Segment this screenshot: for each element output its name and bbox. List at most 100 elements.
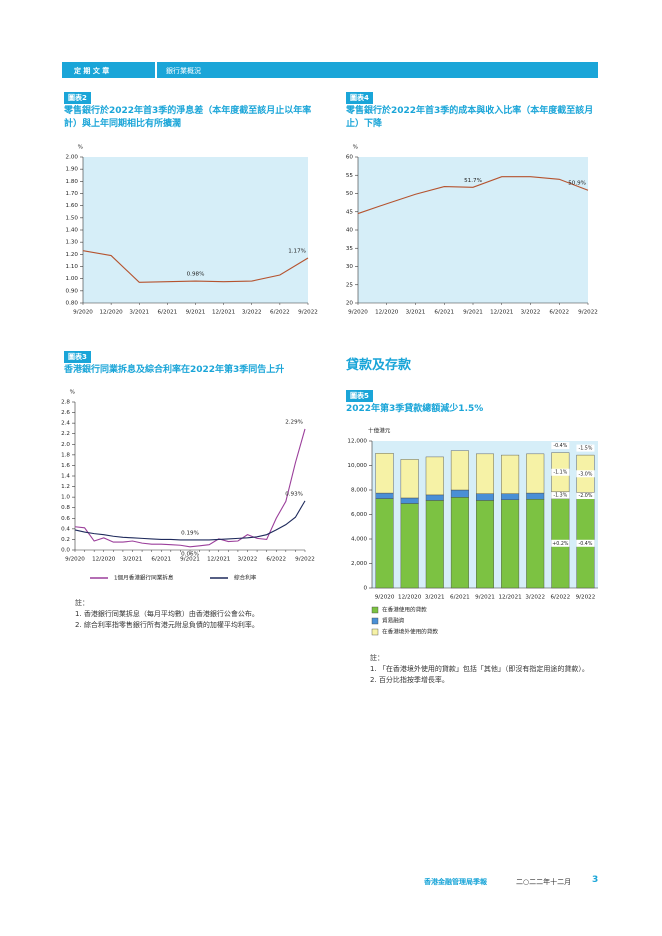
y-tick-label: 1.50 <box>66 215 79 221</box>
y-tick-label: 1.6 <box>61 463 70 469</box>
y-tick-label: 1.30 <box>66 240 79 246</box>
x-tick-label: 6/2022 <box>270 310 290 316</box>
total-change-label: -0.4% <box>553 443 567 449</box>
data-label: 2.29% <box>285 419 303 425</box>
chart-title: 零售銀行於2022年首3季的淨息差（本年度截至該月止以年率計）與上年同期相比有所… <box>64 106 312 129</box>
legend-swatch <box>371 617 379 625</box>
y-tick-label: 2.8 <box>61 400 70 406</box>
y-tick-label: 20 <box>346 301 354 307</box>
header-topic: 銀行業概況 <box>166 67 201 75</box>
x-tick-label: 9/2022 <box>298 310 318 316</box>
y-tick-label: 0.6 <box>61 516 70 522</box>
bar-segment <box>476 493 494 501</box>
y-tick-label: 1.80 <box>66 179 79 185</box>
y-tick-label: 10,000 <box>347 463 367 469</box>
y-tick-label: 25 <box>346 282 354 288</box>
bar-segment <box>501 454 520 494</box>
data-line <box>82 250 309 283</box>
bar-segment <box>425 456 444 496</box>
bar-segment <box>400 497 419 504</box>
x-tick-label: 3/2021 <box>425 595 445 601</box>
x-tick-label: 12/2020 <box>375 310 399 316</box>
bar-segment <box>375 453 394 494</box>
y-tick-label: 2.6 <box>61 410 70 416</box>
bar-segment <box>450 489 469 498</box>
x-tick-label: 9/2020 <box>375 595 395 601</box>
x-tick-label: 6/2021 <box>434 310 454 316</box>
bar-segment <box>375 492 394 499</box>
x-tick-label: 12/2021 <box>212 310 236 316</box>
y-tick-label: 0 <box>363 586 367 592</box>
label-box <box>576 444 595 452</box>
y-tick-label: 12,000 <box>347 439 367 445</box>
y-tick-label: 55 <box>346 173 354 179</box>
y-tick-label: 0.80 <box>66 301 79 307</box>
label-box <box>576 539 595 547</box>
legend-swatch <box>371 628 379 636</box>
page-number: 3 <box>592 875 599 885</box>
x-tick-label: 3/2022 <box>242 310 262 316</box>
notes: 註： 1. 「在香港境外使用的貸款」包括「其他」（即沒有指定用途的貸款）。 2. 百… <box>370 653 589 686</box>
bar-segment <box>476 500 494 589</box>
data-line <box>74 428 306 548</box>
chart-tag: 圖表4 <box>346 92 373 104</box>
note: 1. 香港銀行同業拆息（每月平均數）由香港銀行公會公布。 <box>75 610 259 618</box>
x-tick-label: 9/2021 <box>475 595 495 601</box>
legend-label: 在香港境外使用的貸款 <box>382 628 438 636</box>
x-tick-label: 12/2020 <box>100 310 124 316</box>
plot-background <box>83 157 308 303</box>
y-tick-label: 1.8 <box>61 452 70 458</box>
data-label: 51.7% <box>464 178 482 184</box>
x-tick-label: 9/2022 <box>578 310 598 316</box>
plot-background <box>358 157 588 303</box>
data-label: 0.98% <box>187 272 205 278</box>
y-tick-label: 0.4 <box>61 526 70 532</box>
x-tick-label: 12/2020 <box>92 557 116 563</box>
y-axis-label: % <box>78 145 83 151</box>
y-tick-label: 2.0 <box>61 442 70 448</box>
footer-publication: 香港金融管理局季報 <box>424 878 487 886</box>
legend-label: 綜合利率 <box>234 574 257 582</box>
chart-title: 2022年第3季貸款總額減少1.5% <box>346 404 484 414</box>
data-label: 0.19% <box>181 530 199 536</box>
header-bar <box>62 62 598 78</box>
y-tick-label: 1.40 <box>66 228 79 234</box>
y-tick-label: 35 <box>346 246 354 252</box>
bar-segment <box>526 453 545 494</box>
y-tick-label: 45 <box>346 209 354 215</box>
y-tick-label: 1.4 <box>61 474 70 480</box>
x-tick-label: 3/2022 <box>525 595 545 601</box>
y-tick-label: 8,000 <box>351 488 367 494</box>
x-tick-label: 12/2021 <box>498 595 522 601</box>
y-tick-label: 0.90 <box>66 288 79 294</box>
legend-swatch <box>371 606 379 614</box>
change-label: -2.0% <box>578 493 592 499</box>
y-tick-label: 30 <box>346 264 354 270</box>
y-tick-label: 6,000 <box>351 512 367 518</box>
y-tick-label: 1.00 <box>66 276 79 282</box>
note: 2. 綜合利率指零售銀行所有港元附息負債的加權平均利率。 <box>75 621 259 629</box>
y-tick-label: 0.2 <box>61 537 70 543</box>
y-tick-label: 1.10 <box>66 264 79 270</box>
y-tick-label: 50 <box>346 191 354 197</box>
legend-label: 貿易融資 <box>382 617 405 625</box>
note: 1. 「在香港境外使用的貸款」包括「其他」（即沒有指定用途的貸款）。 <box>370 665 589 673</box>
section-heading: 貸款及存款 <box>346 358 412 373</box>
x-tick-label: 6/2022 <box>549 310 569 316</box>
x-tick-label: 3/2021 <box>406 310 426 316</box>
y-axis-label: % <box>70 390 75 396</box>
x-tick-label: 9/2022 <box>295 557 315 563</box>
y-tick-label: 1.0 <box>61 495 70 501</box>
bar-segment <box>450 497 469 589</box>
legend-label: 在香港使用的貸款 <box>382 606 427 614</box>
x-tick-label: 6/2021 <box>158 310 178 316</box>
label-box <box>576 492 595 500</box>
change-label: -3.0% <box>578 471 592 477</box>
x-tick-label: 9/2021 <box>186 310 206 316</box>
y-axis-label: 十億港元 <box>368 427 391 435</box>
y-tick-label: 1.70 <box>66 191 79 197</box>
y-tick-label: 1.90 <box>66 167 79 173</box>
x-tick-label: 12/2020 <box>398 595 422 601</box>
change-label: -1.3% <box>553 493 567 499</box>
